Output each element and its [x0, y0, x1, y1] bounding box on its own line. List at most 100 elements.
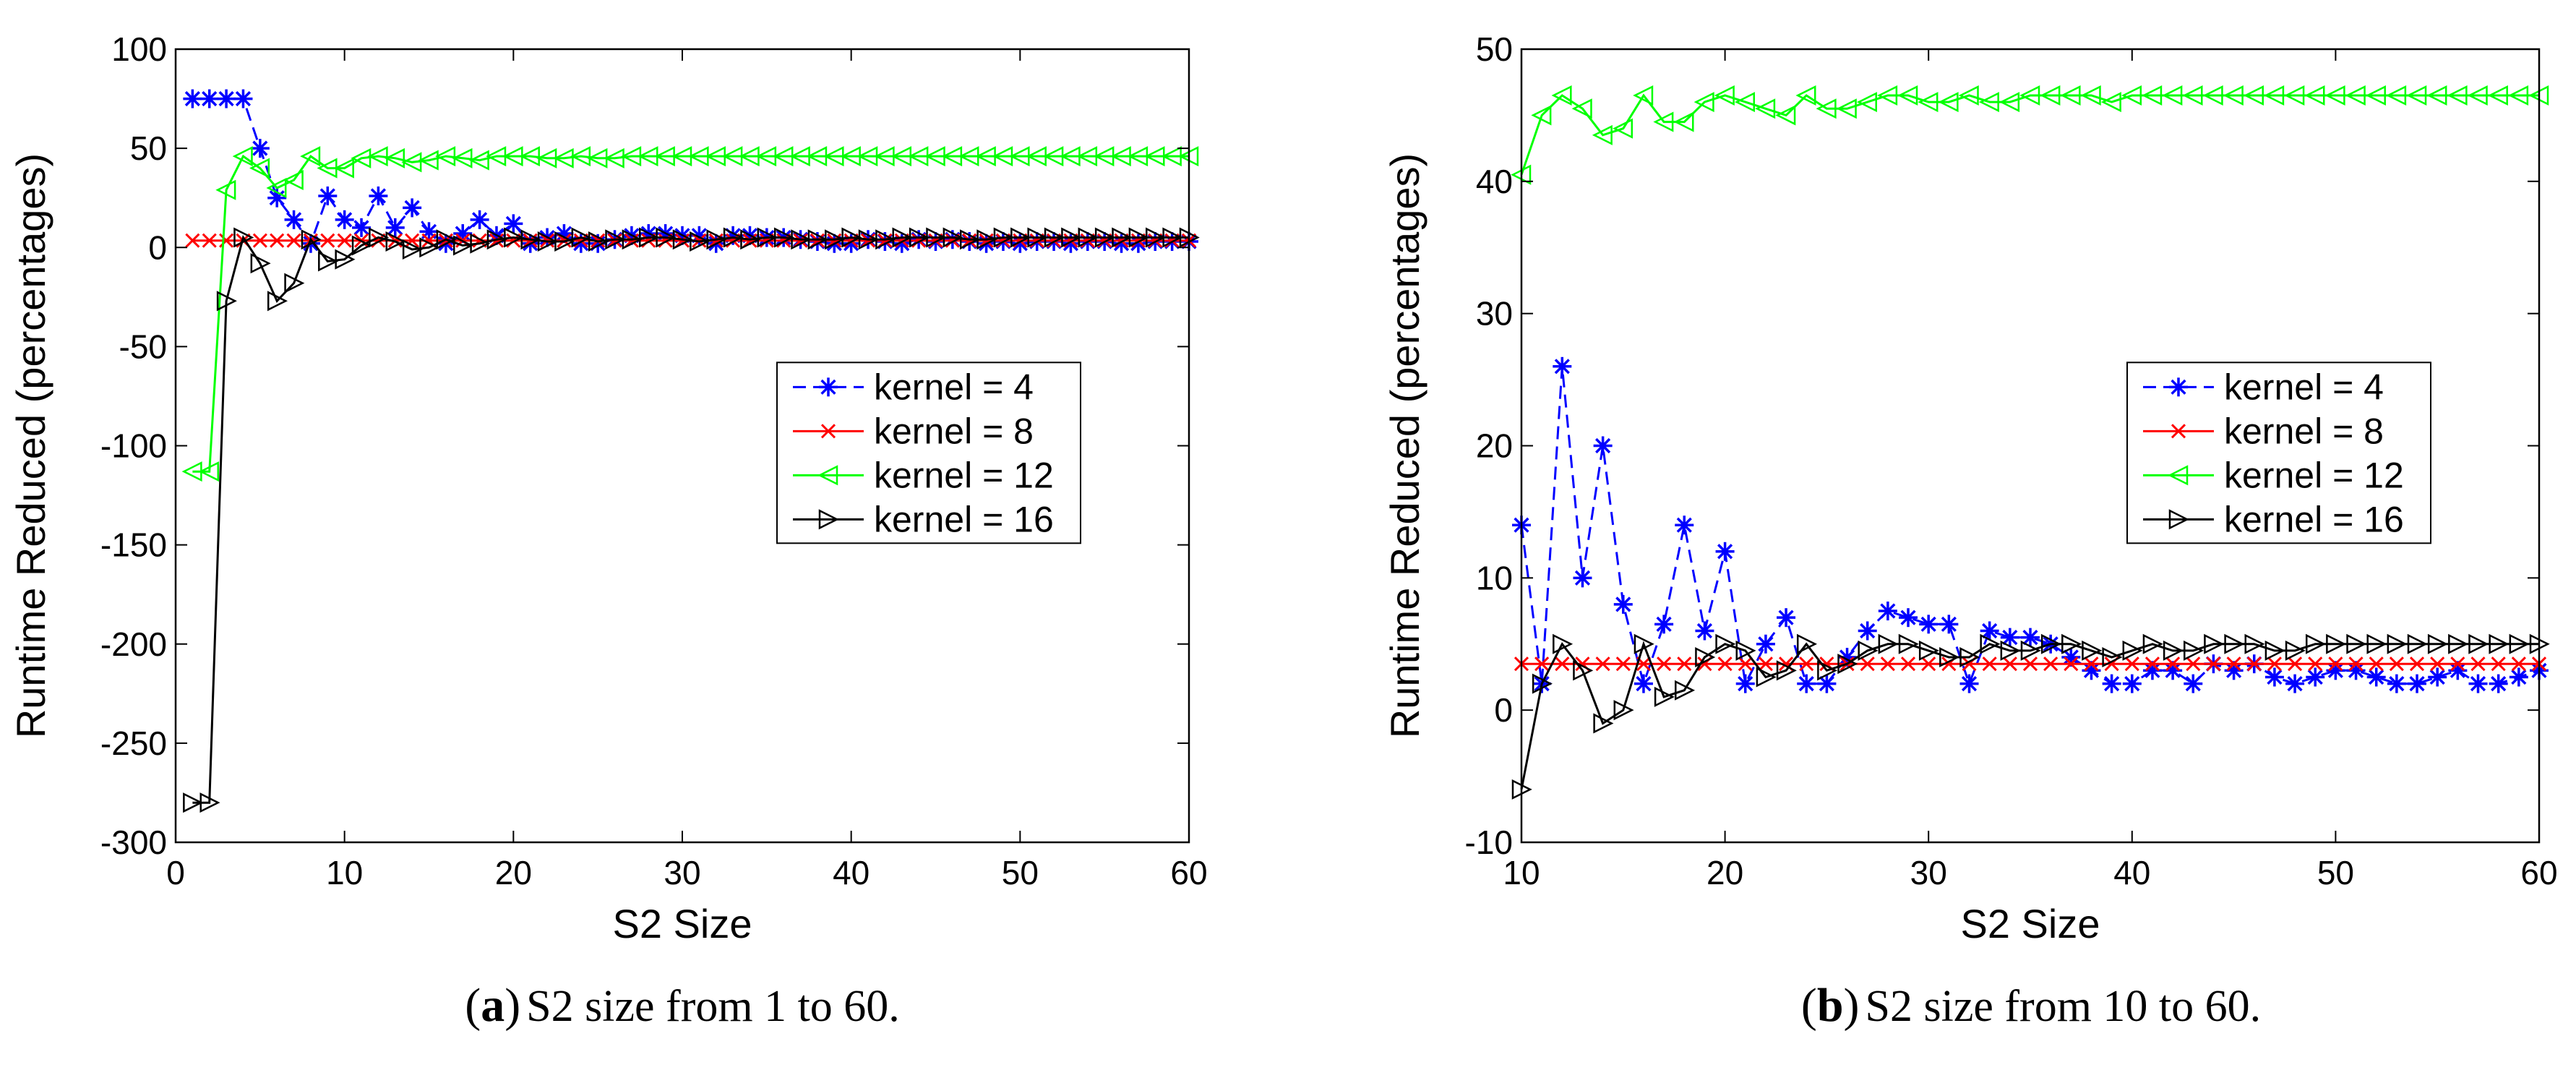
data-point [2184, 640, 2204, 661]
data-point [215, 179, 236, 200]
data-point [2284, 85, 2305, 106]
data-point [2000, 640, 2021, 661]
marker-stroke [2002, 656, 2017, 672]
marker-stroke [2165, 662, 2181, 678]
data-point [959, 229, 981, 250]
marker-stroke [2369, 669, 2384, 685]
data-point [1112, 227, 1133, 248]
marker-stroke [1656, 616, 1672, 632]
y-axis-label: Runtime Reduced (percentages) [1382, 153, 1427, 738]
data-point [2002, 656, 2017, 672]
marker-stroke [353, 220, 369, 236]
marker-stroke [2430, 656, 2445, 672]
data-point [1897, 85, 1918, 106]
data-point [1836, 98, 1857, 119]
x-tick-label: 40 [833, 854, 870, 891]
data-point [2080, 85, 2101, 106]
legend-item: kernel = 4 [793, 367, 1034, 407]
y-tick-label: 100 [111, 30, 167, 68]
data-point [976, 229, 997, 250]
data-point [2509, 633, 2530, 654]
marker-stroke [2171, 424, 2186, 439]
data-point [1633, 85, 1654, 106]
data-point [2409, 656, 2425, 672]
marker-stroke [2327, 662, 2343, 678]
marker-stroke [1575, 656, 1590, 672]
data-point [1775, 105, 1796, 126]
data-point [1858, 621, 1877, 641]
data-point [1799, 656, 1814, 672]
data-point [1592, 124, 1613, 145]
data-point [470, 233, 491, 254]
data-point [1738, 656, 1753, 672]
data-point [217, 89, 236, 108]
data-point [1593, 713, 1614, 734]
legend-marker [2168, 465, 2189, 486]
data-point [993, 227, 1014, 248]
y-tick-label: 50 [130, 129, 167, 167]
data-point [2470, 656, 2486, 672]
data-point [301, 229, 322, 250]
data-point [1735, 640, 1756, 661]
data-point [1613, 594, 1633, 614]
data-point [2102, 674, 2121, 693]
marker-stroke [2491, 656, 2506, 672]
marker-stroke [2409, 656, 2425, 672]
data-point [1633, 674, 1653, 693]
y-tick-label: 0 [148, 228, 167, 266]
legend-item: kernel = 16 [2143, 499, 2404, 539]
caption-paren: ) [505, 979, 520, 1032]
marker-stroke [1696, 623, 1713, 639]
data-point [1877, 85, 1898, 106]
x-tick-label: 30 [664, 854, 700, 891]
data-point [1128, 227, 1149, 248]
data-point [1146, 227, 1167, 248]
data-point [1573, 660, 1594, 681]
data-point [232, 146, 253, 167]
data-point [367, 146, 388, 167]
data-point [2246, 656, 2262, 672]
data-point [2244, 633, 2265, 654]
data-point [2305, 633, 2327, 654]
marker-stroke [820, 379, 836, 395]
marker-stroke [1738, 656, 1753, 672]
data-point [1776, 660, 1797, 681]
data-point [2064, 656, 2079, 672]
legend-marker [2169, 377, 2188, 397]
x-tick-label: 30 [1910, 854, 1947, 891]
data-point [2182, 85, 2203, 106]
data-point [1531, 105, 1552, 126]
data-point [1878, 633, 1899, 654]
data-point [1817, 660, 1838, 681]
y-tick-label: -10 [1465, 824, 1513, 861]
data-point [2447, 85, 2468, 106]
data-point [1817, 674, 1837, 693]
marker-stroke [2226, 662, 2242, 678]
caption: (a) S2 size from 1 to 60. [465, 979, 900, 1032]
marker-stroke [2491, 676, 2507, 692]
data-point [436, 229, 457, 250]
x-tick-label: 50 [1002, 854, 1039, 891]
data-point [1094, 227, 1115, 248]
legend-label: kernel = 4 [874, 367, 1034, 407]
data-point [807, 229, 828, 250]
data-point [2491, 656, 2506, 672]
data-point [2366, 633, 2387, 654]
legend-label: kernel = 12 [2224, 455, 2404, 495]
data-point [2468, 633, 2489, 654]
marker-stroke [1920, 616, 1936, 632]
data-point [352, 218, 372, 237]
data-point [2428, 667, 2447, 687]
data-point [267, 291, 288, 312]
data-point [875, 229, 896, 250]
data-point [2328, 656, 2343, 672]
data-point [2511, 656, 2526, 672]
data-point [1162, 227, 1183, 248]
marker-stroke [505, 215, 521, 231]
caption-paren: ( [465, 979, 481, 1032]
data-point [419, 237, 440, 258]
data-point [2489, 633, 2510, 654]
marker-stroke [1657, 656, 1672, 672]
x-axis-label: S2 Size [1961, 901, 2100, 946]
